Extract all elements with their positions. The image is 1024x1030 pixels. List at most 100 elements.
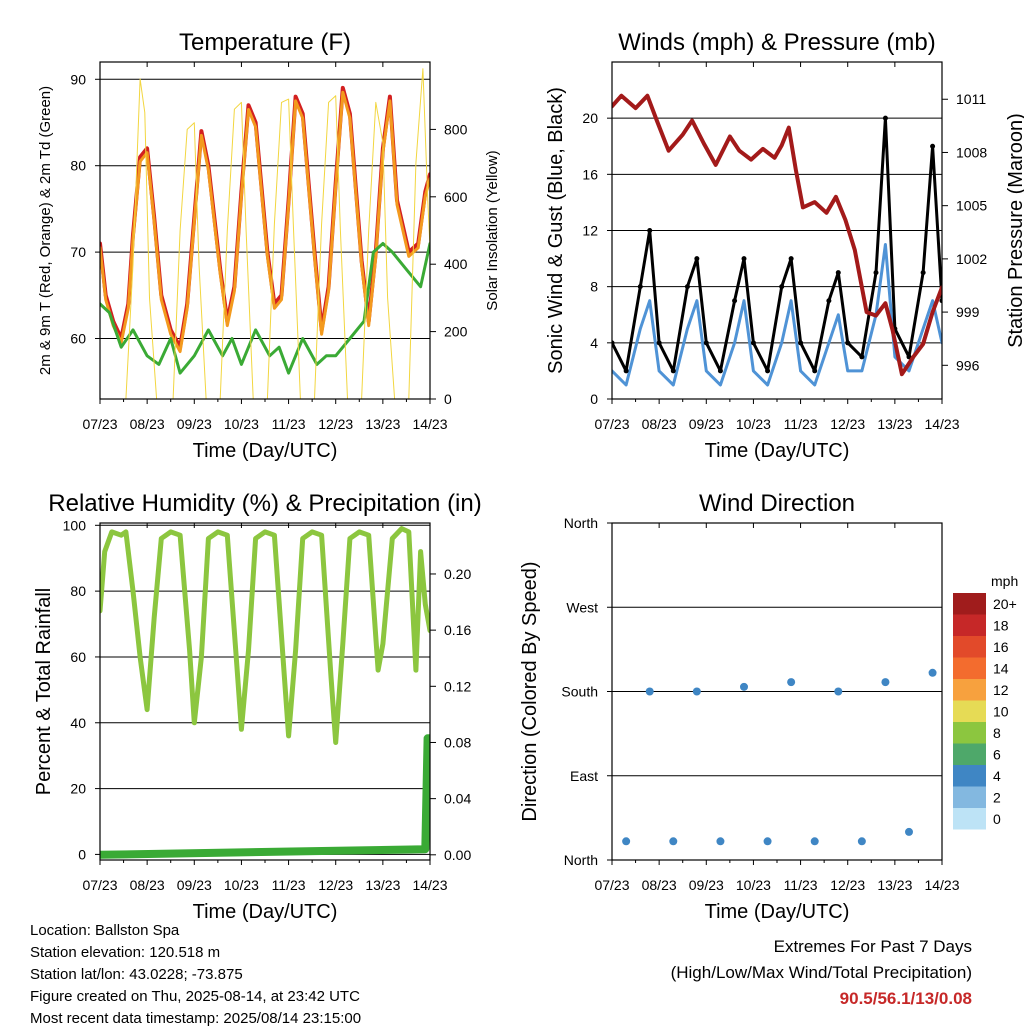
y2-tick-label: 1008 — [956, 144, 987, 160]
gust-point — [717, 368, 723, 374]
gust-point — [612, 340, 615, 346]
y2-tick-label: 0.12 — [444, 678, 471, 694]
series-solar-insolation — [100, 68, 430, 399]
x-axis-label: Time (Day/UTC) — [705, 440, 850, 462]
chart-title: Temperature (F) — [179, 29, 351, 56]
extremes-description: (High/Low/Max Wind/Total Precipitation) — [670, 963, 972, 982]
x-tick-label: 08/23 — [130, 416, 165, 432]
direction-point — [669, 837, 678, 846]
y2-tick-label: 0.20 — [444, 566, 471, 582]
y-tick-label: East — [570, 768, 598, 784]
y2-tick-label: 0.00 — [444, 847, 471, 863]
x-tick-label: 07/23 — [594, 416, 629, 432]
gust-point — [920, 270, 926, 276]
y2-tick-label: 200 — [444, 324, 468, 340]
y-axis-label: Direction (Colored By Speed) — [519, 561, 541, 821]
y-tick-label: 90 — [70, 71, 86, 87]
series-station-pressure — [612, 93, 942, 377]
legend-label: 14 — [993, 661, 1009, 677]
legend-swatch — [953, 722, 986, 744]
legend-swatch — [953, 786, 986, 808]
series-total-rainfall — [100, 734, 430, 859]
y-tick-label: 80 — [70, 583, 86, 599]
y2-tick-label: 996 — [956, 357, 980, 373]
y-tick-label: North — [564, 852, 598, 868]
station-latlon: Station lat/lon: 43.0228; -73.875 — [30, 966, 243, 983]
x-axis-label: Time (Day/UTC) — [193, 901, 338, 923]
x-tick-label: 07/23 — [594, 877, 629, 893]
extremes-title: Extremes For Past 7 Days — [773, 937, 972, 956]
legend-label: 8 — [993, 725, 1001, 741]
gust-point — [788, 256, 794, 262]
legend-swatch — [953, 614, 986, 636]
chart-title: Winds (mph) & Pressure (mb) — [618, 29, 935, 56]
plot-frame — [99, 61, 431, 400]
legend-label: 6 — [993, 747, 1001, 763]
series-relative-humidity — [100, 526, 430, 745]
y2-tick-label: 1005 — [956, 198, 987, 214]
y2-tick-label: 400 — [444, 256, 468, 272]
x-tick-label: 07/23 — [82, 877, 117, 893]
gust-point — [835, 270, 841, 276]
gust-point — [798, 340, 804, 346]
series-9m-t — [100, 90, 430, 353]
y-tick-label: 20 — [70, 781, 86, 797]
gust-point — [623, 368, 629, 374]
y-tick-label: 100 — [63, 517, 87, 533]
x-tick-label: 10/23 — [224, 416, 259, 432]
x-tick-label: 09/23 — [689, 877, 724, 893]
gust-point — [732, 298, 738, 304]
gust-point — [930, 143, 936, 149]
plot-frame — [99, 522, 431, 861]
x-tick-label: 08/23 — [130, 877, 165, 893]
y-axis-label: 2m & 9m T (Red, Orange) & 2m Td (Green) — [37, 86, 54, 375]
y2-axis-label: Station Pressure (Maroon) — [1005, 113, 1024, 348]
legend-label: 20+ — [993, 596, 1017, 612]
y-tick-label: 8 — [590, 279, 598, 295]
y-tick-label: 0 — [590, 391, 598, 407]
x-tick-label: 08/23 — [642, 416, 677, 432]
x-axis-label: Time (Day/UTC) — [705, 901, 850, 923]
gust-point — [826, 298, 832, 304]
direction-point — [810, 837, 819, 846]
panel-1: Temperature (F) Time (Day/UTC) 2m & 9m T (… — [37, 29, 501, 462]
legend-label: 4 — [993, 768, 1001, 784]
gust-point — [845, 340, 851, 346]
y2-tick-label: 1002 — [956, 251, 987, 267]
figure-created: Figure created on Thu, 2025-08-14, at 23… — [30, 988, 360, 1005]
x-tick-label: 12/23 — [318, 416, 353, 432]
gust-point — [647, 228, 653, 233]
y2-axis-label: Solar Insolation (Yellow) — [484, 150, 501, 310]
y2-tick-label: 600 — [444, 189, 468, 205]
legend-swatch — [953, 700, 986, 722]
x-axis-label: Time (Day/UTC) — [193, 440, 338, 462]
x-tick-label: 14/23 — [412, 416, 447, 432]
y2-tick-label: 1011 — [956, 91, 986, 107]
x-tick-label: 10/23 — [224, 877, 259, 893]
legend-swatch — [953, 743, 986, 765]
legend-swatch — [953, 808, 986, 830]
x-tick-label: 11/23 — [784, 416, 818, 432]
gust-point — [670, 368, 676, 374]
direction-point — [928, 668, 937, 677]
x-tick-label: 13/23 — [877, 877, 912, 893]
gust-point — [694, 256, 700, 262]
y-tick-label: 20 — [582, 110, 598, 126]
direction-point — [740, 682, 748, 691]
gust-point — [939, 298, 942, 304]
legend-label: 10 — [993, 704, 1009, 720]
y-tick-label: 12 — [582, 223, 598, 239]
extremes-value: 90.5/56.1/13/0.08 — [839, 989, 972, 1008]
legend-swatch — [953, 679, 986, 701]
recent-timestamp: Most recent data timestamp: 2025/08/14 2… — [30, 1010, 362, 1027]
x-tick-label: 09/23 — [177, 416, 212, 432]
y-tick-label: South — [561, 684, 598, 700]
gust-point — [741, 256, 747, 262]
x-tick-label: 11/23 — [272, 877, 306, 893]
legend-swatch — [953, 593, 986, 615]
x-tick-label: 11/23 — [272, 416, 306, 432]
gust-point — [750, 340, 756, 346]
gust-point — [637, 284, 643, 290]
y2-tick-label: 999 — [956, 304, 980, 320]
x-tick-label: 13/23 — [365, 877, 400, 893]
